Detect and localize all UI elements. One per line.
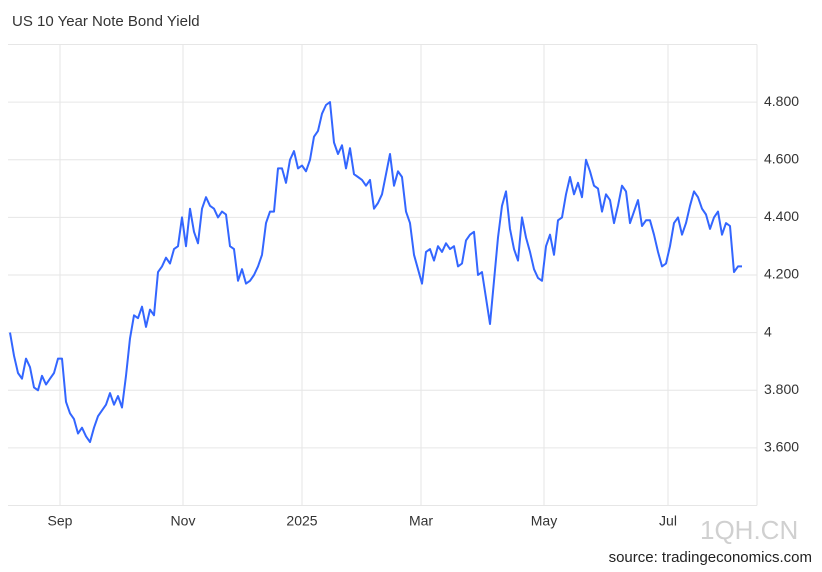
y-tick-label: 4.400 bbox=[764, 208, 799, 224]
watermark: 1QH.CN bbox=[700, 515, 798, 545]
yield-line bbox=[9, 101, 742, 444]
source: source: tradingeconomics.com bbox=[609, 549, 812, 566]
y-tick-label: 4.600 bbox=[764, 150, 799, 166]
x-tick-label: Nov bbox=[171, 513, 196, 529]
y-tick-label: 3.600 bbox=[764, 439, 799, 455]
x-tick-label: 2025 bbox=[286, 513, 317, 529]
x-tick-label: Sep bbox=[48, 513, 73, 529]
x-tick-label: May bbox=[531, 513, 557, 529]
y-tick-label: 4.800 bbox=[764, 93, 799, 109]
x-tick-label: Mar bbox=[409, 513, 433, 529]
y-tick-label: 3.800 bbox=[764, 381, 799, 397]
chart-title: US 10 Year Note Bond Yield bbox=[12, 13, 200, 30]
y-tick-label: 4.200 bbox=[764, 266, 799, 282]
y-tick-label: 4 bbox=[764, 323, 772, 339]
x-tick-label: Jul bbox=[659, 513, 677, 529]
